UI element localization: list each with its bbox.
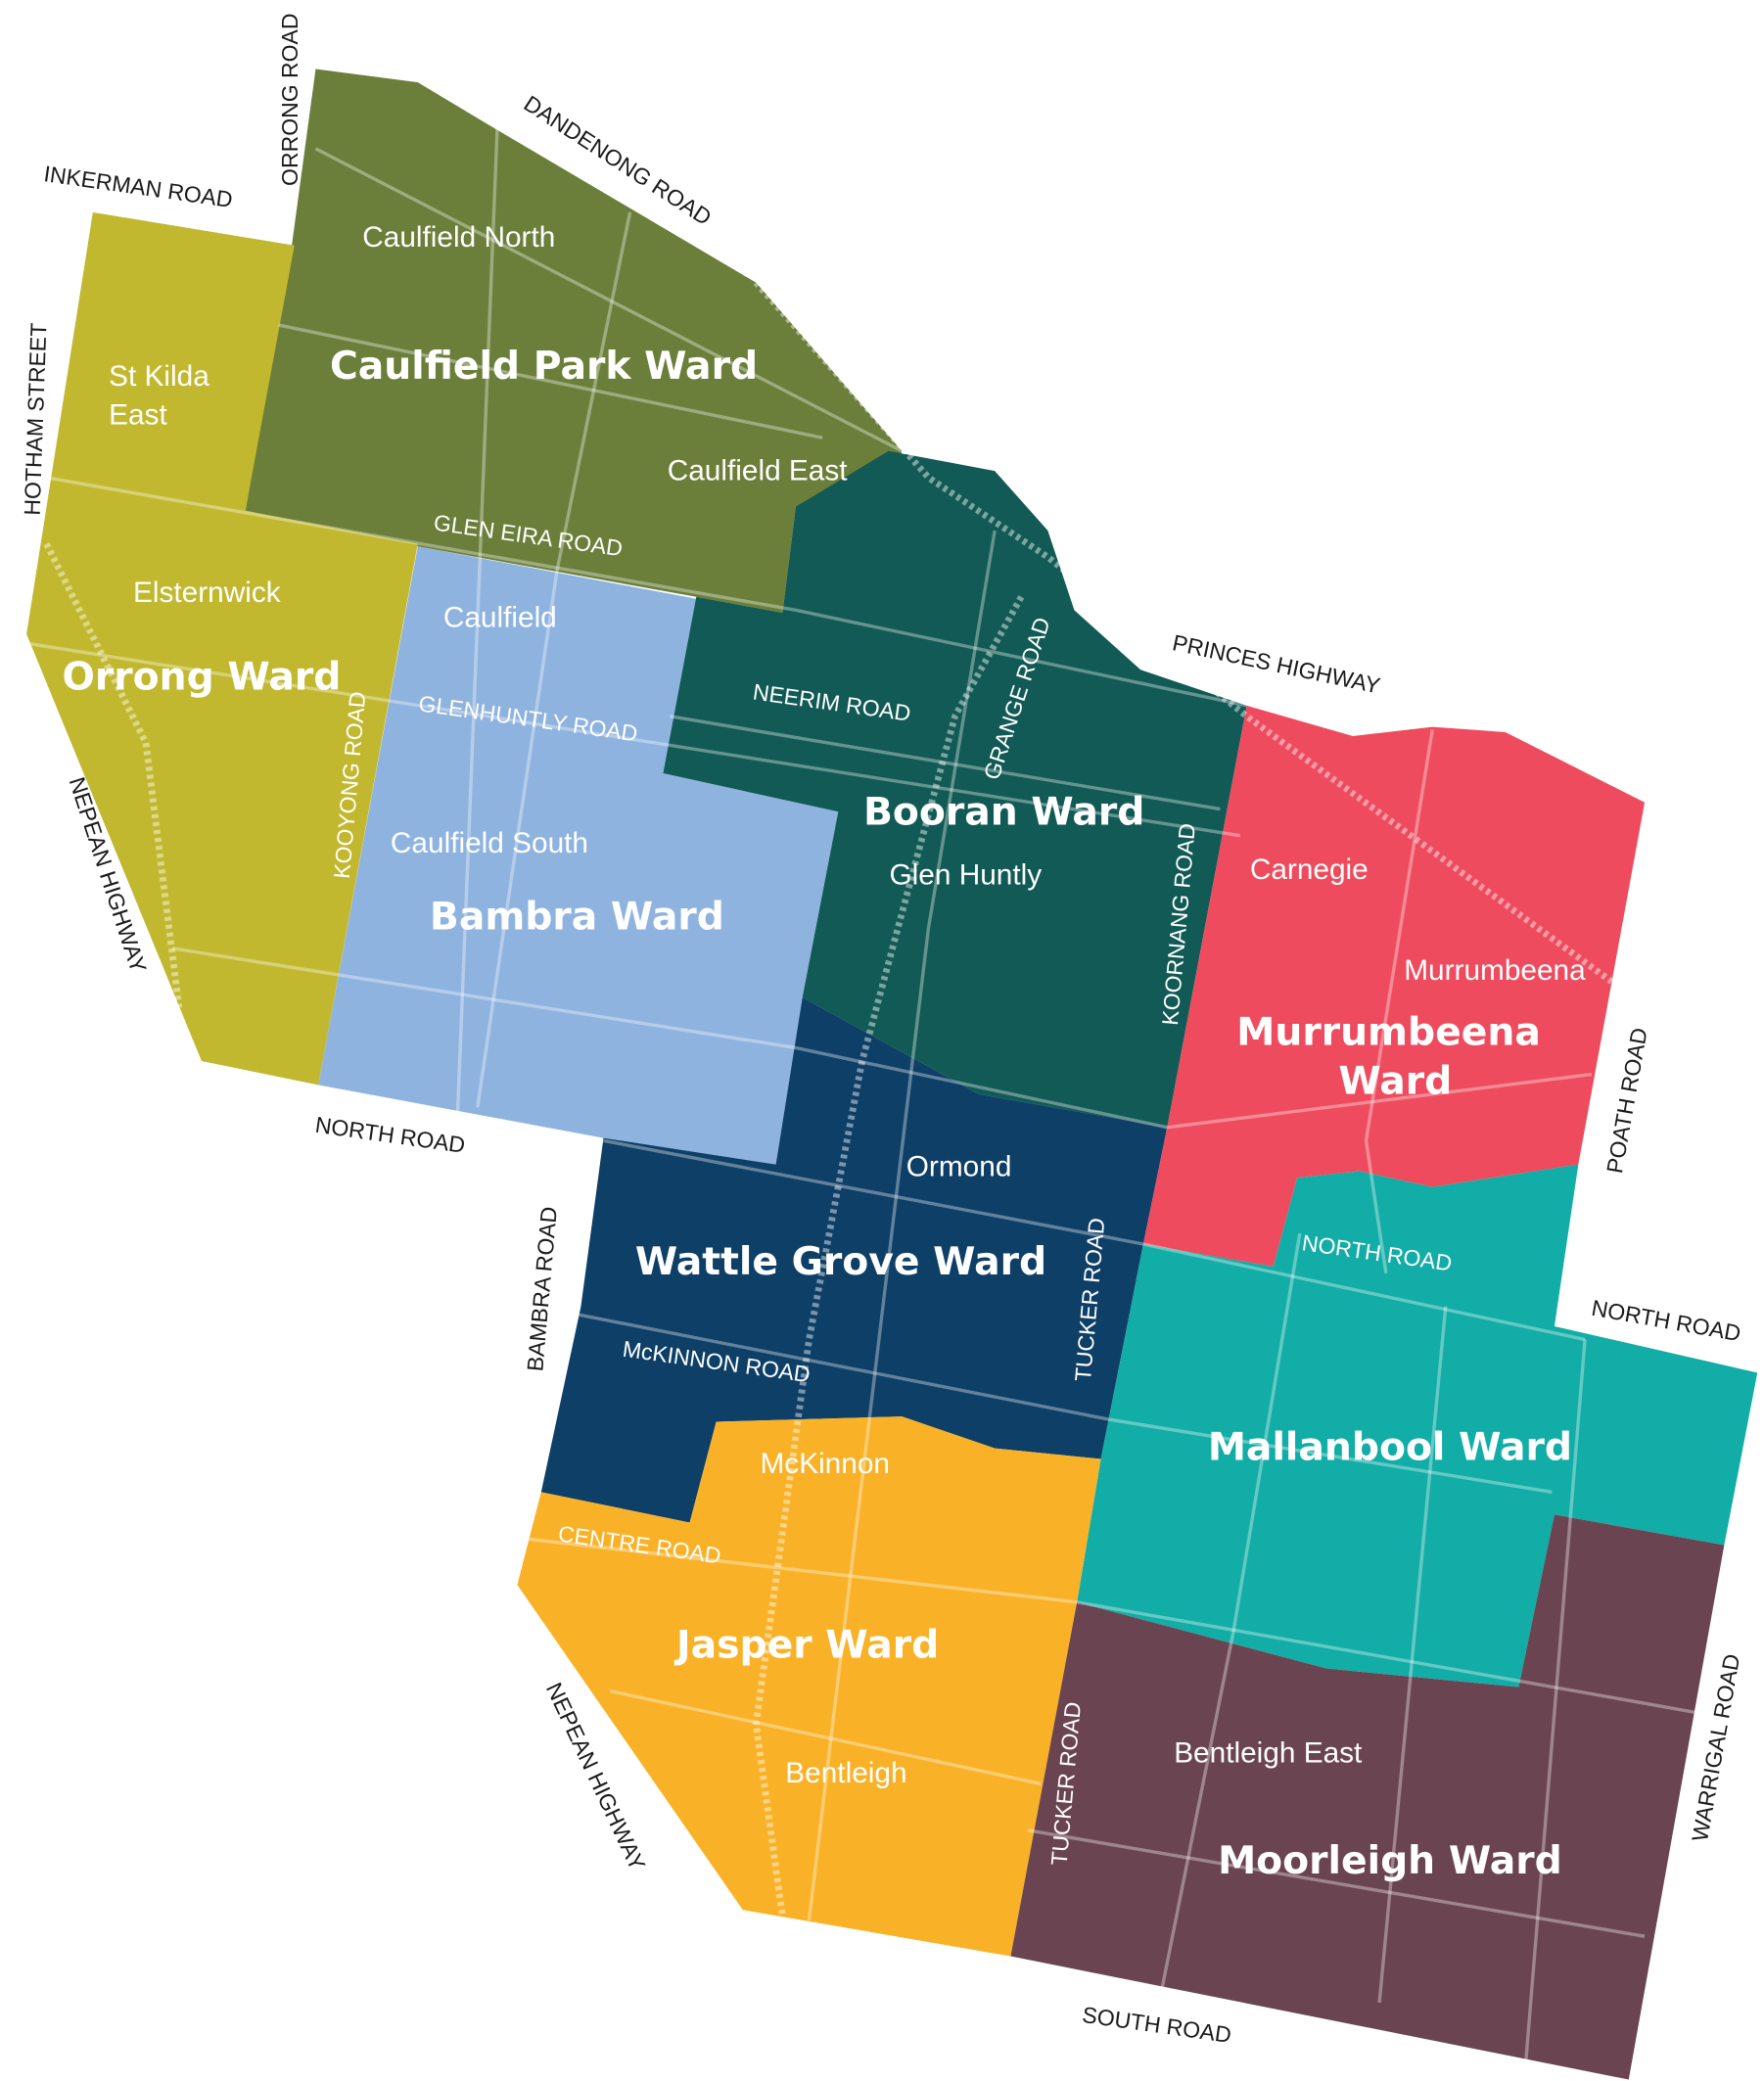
street [1364, 729, 1434, 1274]
ward-label: Booran Ward [863, 790, 1144, 834]
street [314, 147, 904, 453]
ward-label: Bambra Ward [430, 896, 724, 940]
ward-label: Jasper Ward [673, 1623, 939, 1667]
suburb-label: Caulfield North [362, 221, 555, 254]
suburb-label: Elsternwick [133, 577, 281, 609]
road-label: PRINCES HIGHWAY [1170, 629, 1382, 698]
ward-label: Mallanbool Ward [1208, 1425, 1572, 1469]
street [278, 323, 823, 439]
street [603, 1138, 1586, 1342]
road-label: BAMBRA ROAD [522, 1206, 562, 1372]
road-label: POATH ROAD [1602, 1026, 1652, 1176]
street [570, 1311, 1553, 1495]
ward-label: Moorleigh Ward [1218, 1839, 1562, 1883]
streets [25, 125, 1725, 2069]
ward-label: Ward [1338, 1060, 1452, 1104]
jasper-area [517, 1416, 1101, 1957]
mallanbool-area [1077, 1164, 1758, 1688]
street [609, 1688, 1042, 1786]
ward-labels: Caulfield Park Ward Orrong Ward Bambra W… [63, 345, 1572, 1883]
street [1152, 1631, 1235, 2030]
suburb-label: Ormond [906, 1151, 1012, 1183]
suburb-label: Bentleigh [785, 1757, 906, 1789]
suburb-label: Caulfield [443, 602, 557, 634]
street [1027, 1828, 1646, 1938]
street [1231, 1232, 1302, 1632]
street [171, 947, 1593, 1130]
railway [752, 595, 1025, 1918]
suburb-label: Carnegie [1250, 854, 1369, 886]
railway [43, 542, 183, 1009]
suburb-label: Caulfield South [391, 827, 588, 859]
ward-areas [26, 69, 1758, 2080]
ward-label: Caulfield Park Ward [330, 345, 758, 389]
ward-label: Orrong Ward [63, 655, 342, 699]
suburb-label: Murrumbeena [1404, 954, 1586, 987]
street [46, 476, 1247, 708]
ward-label: Murrumbeena [1236, 1010, 1541, 1054]
suburb-label: Glen Huntly [890, 859, 1043, 892]
street [476, 211, 632, 1108]
street [523, 1537, 1725, 1720]
road-label: NORTH ROAD [1590, 1295, 1742, 1346]
suburb-label: Caulfield East [668, 454, 849, 486]
murrumbeena-area [1142, 705, 1646, 1268]
street [1523, 1339, 1587, 2069]
street [1377, 1306, 1448, 2004]
wattle-grove-area [540, 996, 1168, 1523]
suburb-label: McKinnon [760, 1448, 890, 1480]
caulfield-park-area [245, 69, 903, 614]
bambra-area [318, 546, 839, 1165]
street [807, 530, 997, 1921]
suburb-label: Bentleigh East [1174, 1736, 1363, 1769]
road-label: NORTH ROAD [313, 1112, 466, 1158]
moorleigh-area [1010, 1514, 1725, 2080]
ward-label: Wattle Grove Ward [635, 1240, 1046, 1284]
suburb-label: St Kilda [109, 360, 209, 393]
booran-area [663, 450, 1247, 1128]
suburb-labels: Caulfield North St Kilda East Caulfield … [109, 221, 1586, 1789]
street [455, 125, 499, 1115]
orrong-area [26, 211, 418, 1086]
road-label: HOTHAM STREET [20, 322, 52, 516]
road-label: INKERMAN ROAD [42, 161, 234, 212]
street [25, 641, 1241, 838]
suburb-label: East [109, 398, 167, 431]
road-label: ORRONG ROAD [277, 13, 302, 185]
street [669, 715, 1221, 811]
